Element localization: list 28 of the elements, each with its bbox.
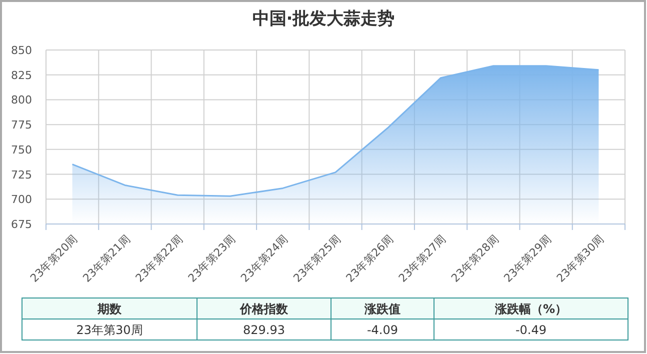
text: 期数 xyxy=(96,302,122,316)
y-tick-label: 825 xyxy=(11,68,32,82)
x-tick-label: 23年第23周 xyxy=(186,232,238,285)
y-tick-label: 675 xyxy=(11,218,32,231)
text: -0.49 xyxy=(515,323,547,337)
y-tick-label: 800 xyxy=(11,94,32,107)
x-tick-label: 23年第30周 xyxy=(554,232,606,285)
x-tick-label: 23年第24周 xyxy=(238,232,291,285)
y-tick-label: 725 xyxy=(11,168,32,182)
x-tick-label: 23年第29周 xyxy=(502,232,554,285)
x-tick-label: 23年第25周 xyxy=(290,232,344,285)
x-tick-label: 23年第28周 xyxy=(448,232,502,285)
text: 23年第30周 xyxy=(76,323,143,337)
x-tick-label: 23年第20周 xyxy=(28,232,80,285)
text: -4.09 xyxy=(366,323,398,337)
x-tick-label: 23年第21周 xyxy=(80,232,133,285)
x-tick-label: 23年第22周 xyxy=(133,232,186,285)
text: 涨跌幅（%） xyxy=(494,302,568,316)
text: 涨跌值 xyxy=(364,302,400,316)
x-tick-label: 23年第27周 xyxy=(396,232,449,285)
x-tick-label: 23年第26周 xyxy=(344,232,396,285)
text: 价格指数 xyxy=(239,302,289,316)
chart-title: 中国·批发大蒜走势 xyxy=(252,9,395,29)
y-tick-label: 750 xyxy=(11,143,32,156)
y-tick-label: 850 xyxy=(11,44,32,57)
text: 829.93 xyxy=(243,323,285,337)
y-tick-label: 700 xyxy=(11,193,32,206)
y-tick-label: 775 xyxy=(11,118,32,132)
